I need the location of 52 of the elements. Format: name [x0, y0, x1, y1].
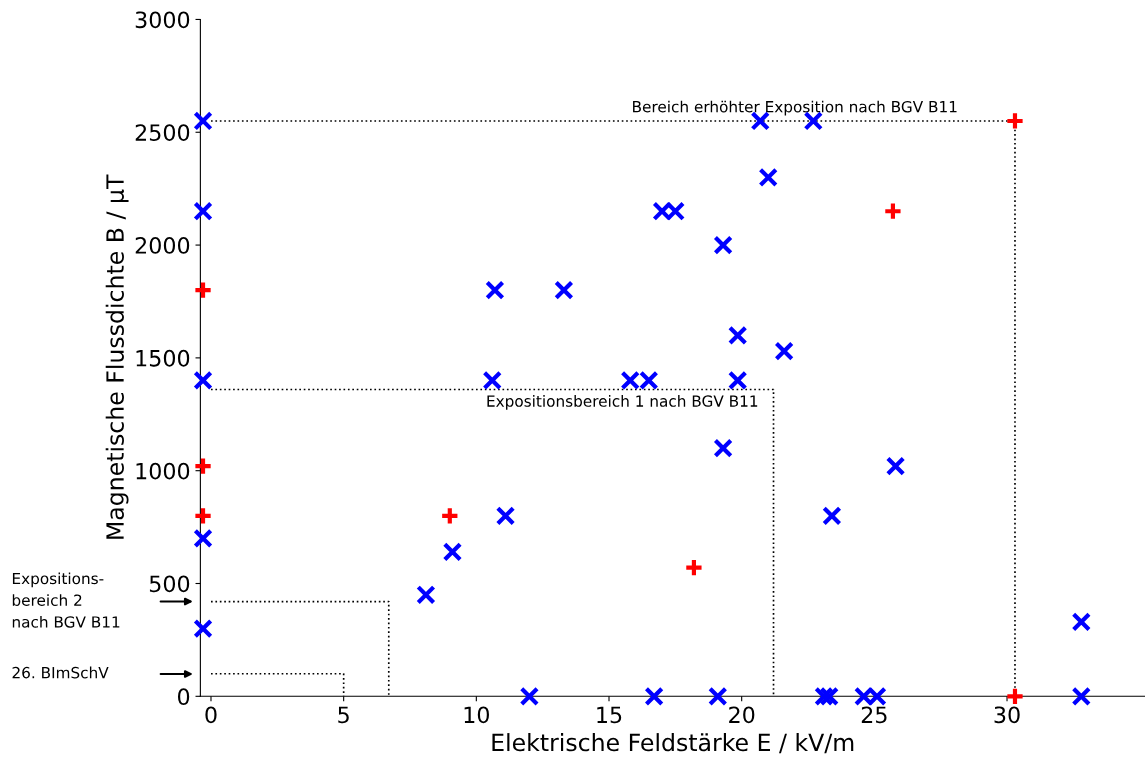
point [193, 201, 213, 221]
point [193, 111, 213, 131]
point [495, 506, 516, 526]
x-tick-label: 10 [464, 706, 489, 724]
y-tick-label: 500 [149, 575, 190, 593]
point [193, 618, 213, 639]
y-tick-label: 2000 [135, 237, 190, 254]
point [193, 370, 213, 391]
point [416, 585, 436, 605]
point [885, 456, 906, 476]
point [713, 235, 733, 255]
point [193, 528, 213, 549]
point [883, 201, 903, 221]
y-tick-label: 3000 [135, 11, 190, 29]
x-tick-label: 30 [994, 706, 1020, 724]
y-tick-label: 1500 [136, 349, 190, 367]
text: 26. BImSchV [12, 666, 109, 679]
point [440, 506, 460, 526]
point [193, 456, 213, 476]
point [774, 341, 794, 361]
point [1005, 686, 1025, 707]
point [1005, 111, 1025, 131]
x-tick-label: 25 [861, 706, 887, 724]
point [1071, 686, 1092, 707]
annotation: Expositionsbereich 1 nach BGV B11 [487, 395, 758, 410]
y-tick-label: 2500 [135, 124, 190, 142]
point [727, 370, 748, 391]
y-tick-label: 0 [177, 688, 190, 706]
point [485, 280, 505, 300]
x-tick-label: 0 [205, 706, 217, 724]
point [554, 280, 574, 300]
x-tick-label: 20 [729, 706, 755, 724]
point [193, 506, 213, 526]
point [644, 686, 664, 707]
text: Expositions- bereich 2 nach BGV B11 [12, 572, 120, 628]
point [822, 506, 842, 526]
point [708, 686, 728, 707]
point [482, 370, 502, 391]
y-axis-title: Magnetische Flussdichte B / µT [105, 174, 129, 539]
point [758, 167, 778, 188]
point [684, 557, 704, 578]
point [193, 280, 213, 300]
x-tick-label: 5 [338, 706, 349, 724]
x-axis-title: Elektrische Feldstärke E / kV/m [492, 733, 854, 754]
point [1071, 612, 1092, 632]
point [442, 542, 463, 562]
point [727, 325, 748, 346]
point [713, 438, 733, 458]
y-tick-label: 1000 [136, 462, 190, 480]
annotation: Bereich erhöhter Exposition nach BGV B11 [633, 100, 957, 116]
point [519, 686, 540, 707]
x-tick-label: 15 [597, 706, 622, 724]
